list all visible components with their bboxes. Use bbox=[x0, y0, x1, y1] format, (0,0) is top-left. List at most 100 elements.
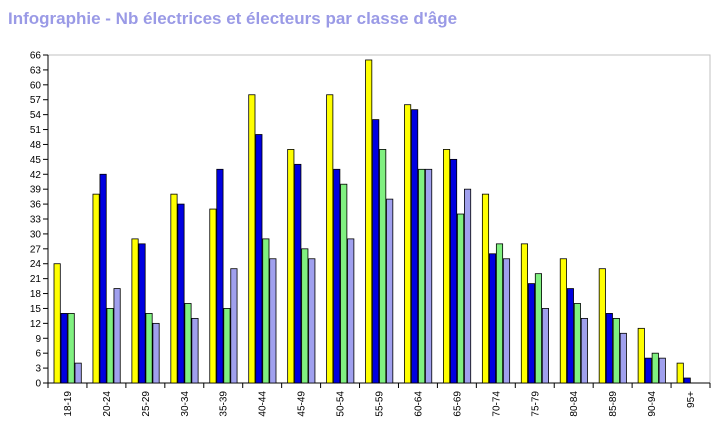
bar bbox=[269, 258, 277, 384]
bar bbox=[520, 243, 528, 384]
bar bbox=[294, 163, 302, 384]
bar bbox=[113, 288, 121, 384]
y-tick-label: 42 bbox=[30, 170, 42, 181]
bar bbox=[612, 317, 620, 384]
bar bbox=[92, 193, 100, 384]
x-tick-label: 50-54 bbox=[336, 391, 347, 417]
bar bbox=[301, 248, 309, 384]
y-tick-label: 12 bbox=[30, 319, 42, 330]
bar bbox=[248, 94, 256, 384]
x-tick-label: 20-24 bbox=[102, 391, 113, 417]
x-tick-label: 85-89 bbox=[608, 391, 619, 417]
bar bbox=[340, 183, 348, 384]
bar bbox=[580, 317, 588, 384]
y-tick-label: 6 bbox=[35, 349, 41, 360]
bar bbox=[598, 268, 606, 384]
x-tick-label: 60-64 bbox=[413, 391, 424, 417]
x-tick-label: 55-59 bbox=[375, 391, 386, 417]
bar bbox=[287, 149, 295, 384]
bar bbox=[365, 59, 373, 384]
x-tick-label: 30-34 bbox=[180, 391, 191, 417]
bar bbox=[379, 149, 387, 384]
bar bbox=[333, 168, 341, 384]
bar bbox=[425, 168, 433, 384]
y-tick-label: 18 bbox=[30, 289, 42, 300]
bar bbox=[527, 283, 535, 384]
x-tick-label: 80-84 bbox=[569, 391, 580, 417]
x-tick-label: 18-19 bbox=[63, 391, 74, 417]
bar bbox=[658, 357, 666, 384]
y-tick-label: 66 bbox=[30, 51, 42, 62]
bar bbox=[177, 203, 185, 384]
bar bbox=[404, 104, 412, 384]
y-axis: 0369121518212427303336394245485154576063… bbox=[30, 51, 48, 390]
x-tick-label: 90-94 bbox=[647, 391, 658, 417]
bar bbox=[464, 188, 472, 384]
bar bbox=[386, 198, 394, 384]
bar bbox=[60, 313, 68, 384]
bar bbox=[152, 322, 160, 384]
bar bbox=[605, 313, 613, 384]
bar bbox=[106, 308, 114, 384]
x-tick-label: 70-74 bbox=[491, 391, 502, 417]
x-tick-label: 75-79 bbox=[530, 391, 541, 417]
bar bbox=[450, 158, 458, 384]
y-tick-label: 60 bbox=[30, 80, 42, 91]
bar bbox=[372, 119, 380, 384]
x-tick-label: 65-69 bbox=[452, 391, 463, 417]
bar bbox=[418, 168, 426, 384]
bar bbox=[541, 308, 549, 384]
bar bbox=[502, 258, 511, 384]
x-tick-label: 25-29 bbox=[141, 391, 152, 417]
bar bbox=[443, 149, 451, 384]
bar bbox=[74, 362, 82, 384]
bar bbox=[230, 268, 238, 384]
bar bbox=[481, 193, 490, 384]
bar bbox=[67, 313, 75, 384]
y-tick-label: 27 bbox=[30, 244, 42, 255]
x-tick-label: 35-39 bbox=[219, 391, 230, 417]
bar bbox=[131, 238, 139, 384]
y-tick-label: 36 bbox=[30, 200, 42, 211]
bar bbox=[138, 243, 146, 384]
chart-title: Infographie - Nb électrices et électeurs… bbox=[8, 9, 458, 28]
bar bbox=[53, 263, 61, 384]
bar bbox=[347, 238, 355, 384]
x-tick-label: 40-44 bbox=[258, 391, 269, 417]
bar bbox=[676, 362, 684, 384]
y-tick-label: 21 bbox=[30, 274, 42, 285]
x-tick-label: 45-49 bbox=[297, 391, 308, 417]
y-tick-label: 24 bbox=[30, 259, 42, 270]
bar bbox=[637, 327, 645, 384]
bar bbox=[683, 377, 691, 384]
bars bbox=[53, 59, 691, 384]
bar bbox=[184, 303, 192, 384]
bar bbox=[170, 193, 178, 384]
y-tick-label: 3 bbox=[35, 364, 41, 375]
bar bbox=[644, 357, 652, 384]
y-tick-label: 45 bbox=[30, 155, 42, 166]
bar bbox=[223, 308, 231, 384]
bar bbox=[495, 243, 504, 384]
y-tick-label: 33 bbox=[30, 215, 42, 226]
bar bbox=[411, 109, 419, 384]
y-tick-label: 63 bbox=[30, 65, 42, 76]
bar bbox=[216, 168, 224, 384]
bar bbox=[255, 134, 263, 384]
bar bbox=[209, 208, 217, 384]
y-tick-label: 48 bbox=[30, 140, 42, 151]
bar bbox=[566, 288, 574, 384]
y-tick-label: 30 bbox=[30, 229, 42, 240]
bar bbox=[534, 273, 542, 384]
bar bbox=[619, 332, 627, 384]
y-tick-label: 51 bbox=[30, 125, 42, 136]
bar bbox=[326, 94, 334, 384]
bar bbox=[145, 313, 153, 384]
bar bbox=[308, 258, 316, 384]
bar bbox=[651, 352, 659, 384]
y-tick-label: 9 bbox=[35, 334, 41, 345]
bar bbox=[573, 303, 581, 384]
y-tick-label: 57 bbox=[30, 95, 42, 106]
x-axis: 18-19 20-24 25-29 30-34 35-39 40-44 45-49 50-54… bbox=[47, 383, 711, 417]
